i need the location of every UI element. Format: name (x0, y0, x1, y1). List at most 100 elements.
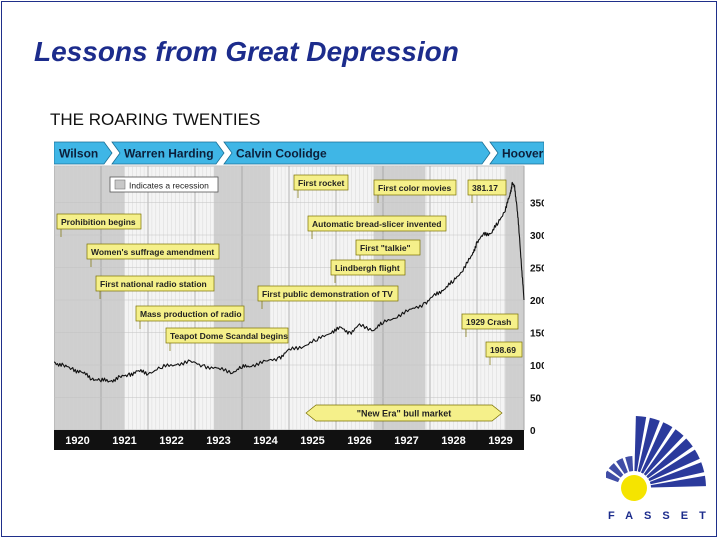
logo-ray-4 (646, 438, 693, 479)
annotation-9: First "talkie" (355, 239, 421, 263)
logo-ray-small-3 (625, 456, 634, 472)
x-tick-label-7: 1927 (394, 435, 418, 447)
fasset-logo (606, 416, 706, 501)
chart-legend: Indicates a recession (109, 176, 219, 193)
roaring-twenties-chart: Wilson Warren Harding Calvin Coolidge Hoove… (54, 141, 544, 450)
annotation-13: 198.69 (485, 341, 523, 365)
y-tick-label-2: 250 (530, 264, 544, 275)
annotation-3: Mass production of radio (135, 305, 245, 329)
annotation-box-6 (373, 179, 457, 196)
slide-title: Lessons from Great Depression (34, 36, 459, 67)
annotation-box-11 (257, 285, 399, 302)
annotation-label-8: Automatic bread-slicer invented (312, 219, 441, 229)
x-axis-band (54, 430, 524, 450)
annotation-5: First rocket (293, 174, 349, 198)
annotation-11: First public demonstration of TV (257, 285, 399, 309)
president-band-1 (111, 141, 225, 165)
y-tick-label-1: 300 (530, 231, 544, 242)
logo-sun (621, 475, 647, 501)
annotation-10: Lindbergh flight (330, 259, 406, 283)
y-tick-label-7: 0 (530, 426, 536, 437)
president-label-3: Hoover (502, 147, 544, 161)
x-tick-label-9: 1929 (488, 435, 512, 447)
president-band-0 (54, 141, 113, 165)
president-band-2 (223, 141, 491, 165)
dow-line-layer (54, 181, 525, 383)
logo-ray-0 (634, 416, 647, 472)
y-tick-label-6: 50 (530, 394, 542, 405)
x-tick-label-1: 1921 (112, 435, 136, 447)
logo-ray-7 (650, 475, 706, 488)
y-tick-label-0: 350 (530, 199, 544, 210)
annotation-box-2 (95, 275, 215, 292)
legend-box (109, 176, 219, 193)
annotation-0: Prohibition begins (56, 213, 142, 237)
annotation-box-1 (86, 243, 220, 260)
x-tick-label-5: 1925 (300, 435, 324, 447)
annotation-label-7: 381.17 (472, 183, 498, 193)
logo-ray-3 (643, 429, 684, 476)
annotation-box-9 (355, 239, 421, 256)
slide-subtitle: THE ROARING TWENTIES (50, 110, 261, 129)
x-tick-label-4: 1924 (253, 435, 278, 447)
annotation-label-11: First public demonstration of TV (262, 289, 393, 299)
chart-axes: 1920 1921 1922 1923 1924 1925 1926 1927 1928 1929… (54, 199, 544, 450)
logo-rays (606, 416, 706, 488)
annotation-label-5: First rocket (298, 178, 344, 188)
dow-series-line-0 (54, 181, 525, 383)
annotation-box-4 (165, 327, 289, 344)
president-label-1: Warren Harding (124, 147, 214, 161)
annotation-label-6: First color movies (378, 183, 451, 193)
annotation-box-3 (135, 305, 245, 322)
logo-wordmark: FASSET (608, 510, 717, 522)
annotation-2: First national radio station (95, 275, 215, 299)
logo-ray-6 (649, 462, 705, 485)
x-tick-label-2: 1922 (159, 435, 183, 447)
x-tick-label-0: 1920 (65, 435, 89, 447)
bull-market-arrow-shape (305, 404, 503, 422)
annotation-label-0: Prohibition begins (61, 217, 136, 227)
annotation-label-2: First national radio station (100, 279, 207, 289)
annotation-box-7 (467, 179, 507, 196)
legend-label: Indicates a recession (129, 181, 209, 191)
bull-market-label: "New Era" bull market (357, 409, 452, 419)
annotation-label-9: First "talkie" (360, 243, 411, 253)
logo-ray-5 (648, 449, 700, 482)
annotation-box-0 (56, 213, 142, 230)
annotation-label-4: Teapot Dome Scandal begins (170, 331, 288, 341)
annotation-label-1: Women's suffrage amendment (91, 247, 214, 257)
annotation-box-10 (330, 259, 406, 276)
annotation-label-13: 198.69 (490, 345, 516, 355)
annotation-12: 1929 Crash (461, 313, 519, 337)
chart-annotations: Prohibition begins Women's suffrage amend… (56, 174, 523, 365)
recession-band-3 (505, 166, 524, 430)
president-label-2: Calvin Coolidge (236, 147, 327, 161)
logo-ray-small-1 (608, 463, 624, 478)
y-tick-label-5: 100 (530, 361, 544, 372)
president-band-3 (489, 141, 544, 165)
x-tick-label-8: 1928 (441, 435, 465, 447)
annotation-box-12 (461, 313, 519, 330)
annotation-6: First color movies (373, 179, 457, 203)
y-tick-label-3: 200 (530, 296, 544, 307)
annotation-8: Automatic bread-slicer invented (307, 215, 447, 239)
bull-market-arrow: "New Era" bull market (305, 404, 503, 422)
logo-ray-small-0 (606, 470, 620, 483)
y-tick-label-4: 150 (530, 329, 544, 340)
annotation-label-12: 1929 Crash (466, 317, 511, 327)
annotation-box-5 (293, 174, 349, 191)
x-tick-label-3: 1923 (206, 435, 230, 447)
logo-ray-small-2 (616, 458, 628, 474)
annotation-4: Teapot Dome Scandal begins (165, 327, 289, 351)
annotation-label-3: Mass production of radio (140, 309, 242, 319)
logo-ray-2 (640, 422, 673, 474)
x-tick-label-6: 1926 (347, 435, 371, 447)
annotation-7: 381.17 (467, 179, 507, 203)
president-label-0: Wilson (59, 147, 98, 161)
logo-ray-1 (637, 417, 660, 473)
annotation-1: Women's suffrage amendment (86, 243, 220, 267)
president-timeline: Wilson Warren Harding Calvin Coolidge Hoove… (54, 141, 544, 165)
legend-swatch (114, 179, 126, 190)
annotation-box-13 (485, 341, 523, 358)
